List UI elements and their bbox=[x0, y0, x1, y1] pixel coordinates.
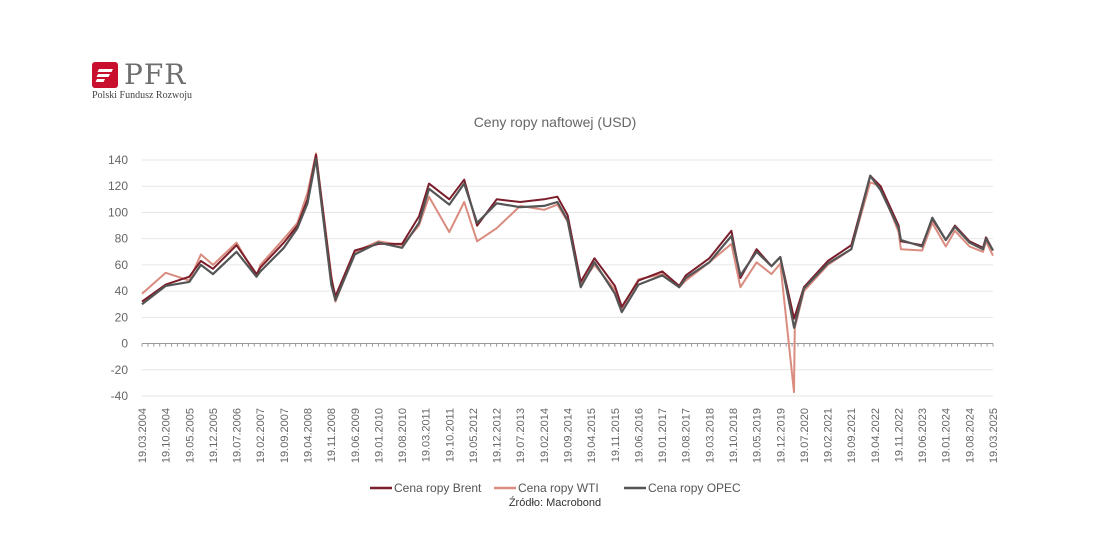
x-axis: 19.03.2004 19.10.2004 19.05.2005 19.12.2005… bbox=[137, 343, 1000, 463]
x-tick-label: 19.09.2014 bbox=[563, 408, 575, 463]
x-tick-label: 19.05.2005 bbox=[184, 408, 196, 463]
x-tick-label: 19.03.2004 bbox=[137, 408, 149, 463]
x-tick-label: 19.06.2023 bbox=[917, 408, 929, 463]
x-tick-label: 19.11.2022 bbox=[893, 408, 905, 462]
x-tick-label: 19.02.2007 bbox=[255, 408, 267, 463]
legend-label: Cena ropy Brent bbox=[394, 481, 482, 495]
series-line-0 bbox=[141, 153, 994, 320]
x-tick-label: 19.12.2019 bbox=[775, 408, 787, 463]
chart-series bbox=[141, 152, 994, 394]
brand-name: PFR bbox=[124, 58, 187, 91]
y-tick-label: -40 bbox=[111, 389, 129, 403]
y-tick-label: 120 bbox=[108, 179, 128, 193]
y-axis: -40 -20 0 20 40 60 80 100 120 140 bbox=[108, 153, 128, 403]
x-tick-label: 19.06.2016 bbox=[633, 408, 645, 463]
x-tick-label: 19.07.2020 bbox=[799, 408, 811, 463]
chart-title: Ceny ropy naftowej (USD) bbox=[474, 114, 637, 130]
series-line-2 bbox=[141, 157, 994, 329]
x-tick-label: 19.03.2011 bbox=[421, 408, 433, 462]
x-tick-label: 19.01.2010 bbox=[373, 408, 385, 463]
x-tick-label: 19.04.2022 bbox=[870, 408, 882, 463]
y-tick-label: -20 bbox=[111, 363, 129, 377]
chart-legend: Cena ropy Brent Cena ropy WTI Cena ropy OP… bbox=[370, 481, 741, 495]
x-tick-label: 19.05.2019 bbox=[752, 408, 764, 463]
x-tick-label: 19.08.2010 bbox=[397, 408, 409, 463]
x-tick-label: 19.06.2009 bbox=[350, 408, 362, 463]
x-tick-label: 19.08.2024 bbox=[964, 408, 976, 463]
pfr-logo-icon bbox=[92, 62, 118, 88]
x-tick-label: 19.10.2011 bbox=[444, 408, 456, 462]
x-tick-label: 19.11.2015 bbox=[610, 408, 622, 462]
legend-label: Cena ropy WTI bbox=[518, 481, 599, 495]
x-tick-label: 19.03.2025 bbox=[988, 408, 1000, 463]
logo-stripe-bottom bbox=[95, 79, 105, 82]
chart-grid bbox=[142, 159, 993, 397]
x-tick-label: 19.11.2008 bbox=[326, 408, 338, 462]
legend-label: Cena ropy OPEC bbox=[648, 481, 741, 495]
x-tick-label: 19.10.2018 bbox=[728, 408, 740, 463]
x-tick-label: 19.04.2015 bbox=[586, 408, 598, 463]
y-tick-label: 20 bbox=[115, 310, 129, 324]
y-tick-label: 100 bbox=[108, 205, 128, 219]
x-tick-label: 19.12.2012 bbox=[492, 408, 504, 463]
brand-subtitle: Polski Fundusz Rozwoju bbox=[92, 90, 193, 101]
x-tick-label: 19.03.2018 bbox=[704, 408, 716, 463]
x-tick-label: 19.07.2006 bbox=[232, 408, 244, 463]
y-tick-label: 60 bbox=[115, 258, 129, 272]
x-tick-label: 19.04.2008 bbox=[302, 408, 314, 463]
x-tick-label: 19.12.2005 bbox=[208, 408, 220, 463]
y-tick-label: 140 bbox=[108, 153, 128, 167]
x-tick-label: 19.09.2021 bbox=[846, 408, 858, 463]
logo-stripe-top bbox=[97, 69, 113, 72]
x-tick-label: 19.10.2004 bbox=[161, 408, 173, 463]
logo-stripe-middle bbox=[96, 74, 110, 77]
x-tick-label: 19.02.2014 bbox=[539, 408, 551, 463]
x-tick-label: 19.05.2012 bbox=[468, 408, 480, 463]
y-tick-label: 0 bbox=[121, 337, 128, 351]
x-tick-label: 19.09.2007 bbox=[279, 408, 291, 463]
x-tick-label: 19.01.2017 bbox=[657, 408, 669, 463]
y-tick-label: 40 bbox=[115, 284, 129, 298]
x-tick-label: 19.08.2017 bbox=[681, 408, 693, 463]
chart-source: Źródło: Macrobond bbox=[509, 496, 601, 509]
x-tick-label: 19.07.2013 bbox=[515, 408, 527, 463]
series-line-1 bbox=[141, 152, 994, 394]
x-tick-label: 19.01.2024 bbox=[941, 408, 953, 463]
x-tick-label: 19.02.2021 bbox=[823, 408, 835, 463]
y-tick-label: 80 bbox=[115, 232, 129, 246]
